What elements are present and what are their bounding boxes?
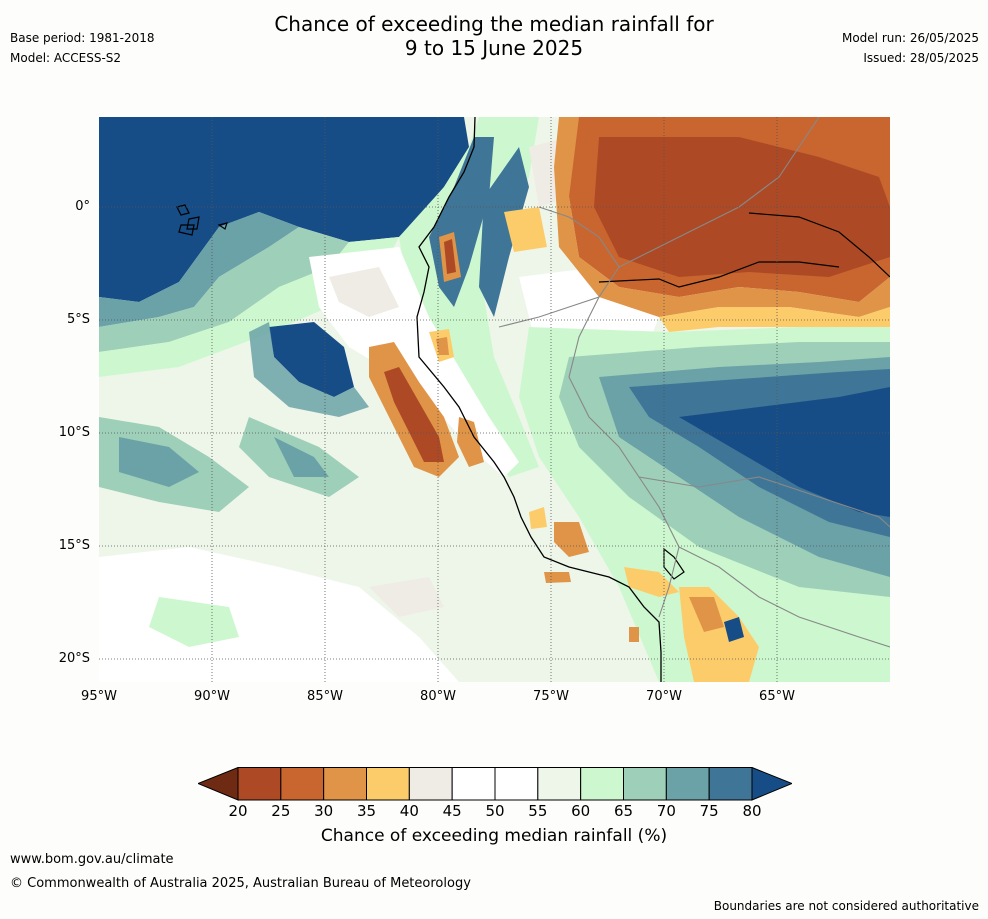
colorbar-tick-label: 70 xyxy=(656,802,676,820)
colorbar-segment xyxy=(408,767,453,801)
brown-spot-north xyxy=(444,239,456,274)
lat-label-0: 0° xyxy=(75,199,90,214)
colorbar-segment xyxy=(494,767,539,801)
colorbar-tick-label: 65 xyxy=(613,802,634,820)
yellow-edge-northeast xyxy=(659,307,890,332)
colorbar-tick-label: 30 xyxy=(314,802,334,820)
colorbar-tick-label: 50 xyxy=(485,802,505,820)
meta-right: Model run: 26/05/2025 Issued: 28/05/2025 xyxy=(842,31,979,71)
colorbar-tick-label: 80 xyxy=(742,802,762,820)
map-gridlines xyxy=(99,117,890,682)
orange-region-south-inner xyxy=(689,597,724,632)
orange-spot-south-5 xyxy=(629,627,639,642)
coastline xyxy=(416,117,662,682)
base-period: Base period: 1981-2018 xyxy=(10,31,155,45)
colorbar-tick-label: 35 xyxy=(356,802,377,820)
colorbar-arrow-low xyxy=(198,767,239,801)
colorbar-segment xyxy=(451,767,496,801)
lat-label-20s: 20°S xyxy=(58,651,90,666)
lat-label-15s: 15°S xyxy=(58,538,90,553)
orange-spot-south-1 xyxy=(529,507,547,529)
gray-patch-south xyxy=(369,577,444,617)
lightgreen-patch-south xyxy=(149,597,239,647)
colorbar-segment xyxy=(280,767,325,801)
colorbar-tick-label: 25 xyxy=(271,802,291,820)
white-area-south xyxy=(99,547,459,682)
lon-label-65w: 65°W xyxy=(759,689,795,704)
colorbar-tick-label: 45 xyxy=(442,802,462,820)
colorbar-segment xyxy=(237,767,282,801)
east-darkblue xyxy=(679,387,890,517)
galapagos-islands xyxy=(176,204,228,236)
footer-disclaimer: Boundaries are not considered authoritat… xyxy=(713,899,979,913)
lat-label-5s: 5°S xyxy=(66,312,90,327)
orange-spot-south-4 xyxy=(544,572,571,583)
colorbar-segment xyxy=(366,767,410,801)
ocean-green-band xyxy=(99,227,349,352)
lon-label-95w: 95°W xyxy=(81,689,117,704)
colorbar-segment xyxy=(537,767,582,801)
orange-spot-south-3 xyxy=(624,567,679,597)
orange-spot-south-2 xyxy=(554,522,589,557)
yellow-spot-ecuador xyxy=(504,207,547,252)
issued-date: Issued: 28/05/2025 xyxy=(863,51,979,65)
title-line-1: Chance of exceeding the median rainfall … xyxy=(274,12,714,36)
lon-label-70w: 70°W xyxy=(646,689,682,704)
rainfall-map xyxy=(99,117,890,682)
colorbar-tick-label: 60 xyxy=(571,802,591,820)
lon-label-85w: 85°W xyxy=(307,689,343,704)
blue-spot-south xyxy=(724,617,744,642)
teal-patch-southwest-inner xyxy=(119,437,199,487)
colorbar xyxy=(198,767,792,801)
meta-left: Base period: 1981-2018 Model: ACCESS-S2 xyxy=(10,31,155,71)
teal-ring-west xyxy=(249,322,369,417)
colorbar-label: Chance of exceeding median rainfall (%) xyxy=(320,826,668,846)
colorbar-arrow-high xyxy=(751,767,792,801)
model-run: Model run: 26/05/2025 xyxy=(841,31,979,45)
colorbar-tick-label: 20 xyxy=(228,802,248,820)
colorbar-tick-label: 75 xyxy=(699,802,719,820)
colorbar-tick-label: 55 xyxy=(528,802,548,820)
title-line-2: 9 to 15 June 2025 xyxy=(404,36,584,60)
brown-stripe xyxy=(384,367,444,462)
colorbar-tick-label: 40 xyxy=(399,802,419,820)
teal-patch-mid-inner xyxy=(274,437,329,477)
lon-label-75w: 75°W xyxy=(533,689,569,704)
colorbar-segment xyxy=(665,767,710,801)
chart-title: Chance of exceeding the median rainfall … xyxy=(0,12,988,60)
colorbar-segment xyxy=(580,767,624,801)
blue-blob-west xyxy=(269,322,354,397)
orange-spot-shore xyxy=(457,417,484,467)
model-name: Model: ACCESS-S2 xyxy=(10,51,122,65)
lon-label-90w: 90°W xyxy=(194,689,230,704)
lat-label-10s: 10°S xyxy=(58,425,90,440)
colorbar-segment xyxy=(323,767,367,801)
orange-spot-coast-inner xyxy=(436,337,449,355)
colorbar-segment xyxy=(623,767,667,801)
footer-url[interactable]: www.bom.gov.au/climate xyxy=(10,852,174,867)
ocean-blue-region xyxy=(99,117,469,302)
colorbar-segment xyxy=(708,767,753,801)
gray-coastal xyxy=(329,267,399,317)
andes-blue-strip xyxy=(479,147,529,317)
amazon-river xyxy=(598,212,890,288)
lon-label-80w: 80°W xyxy=(420,689,456,704)
footer-copyright: © Commonwealth of Australia 2025, Austra… xyxy=(10,876,471,891)
ocean-teal-band xyxy=(99,212,299,327)
